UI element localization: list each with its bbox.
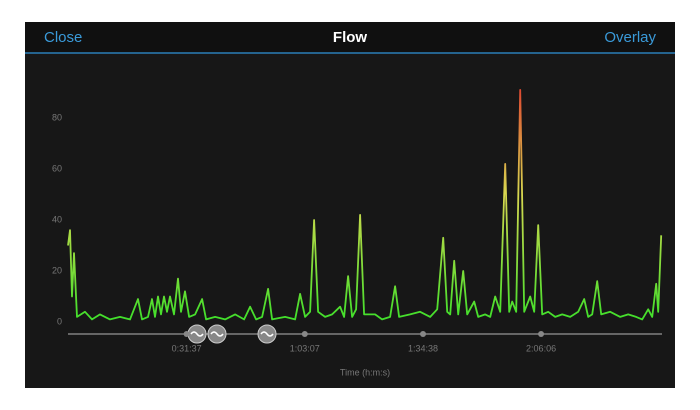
lap-button[interactable] xyxy=(207,324,227,344)
x-axis-title: Time (h:m:s) xyxy=(340,367,390,377)
x-tick-mark xyxy=(538,331,545,337)
y-tick-label: 60 xyxy=(52,163,62,173)
x-tick-mark xyxy=(183,331,190,337)
close-button[interactable]: Close xyxy=(44,29,82,46)
y-tick-label: 80 xyxy=(52,112,62,122)
y-tick-label: 40 xyxy=(52,214,62,224)
flow-line xyxy=(67,89,663,321)
x-tick-label: 1:34:38 xyxy=(408,343,438,353)
x-tick-label: 0:31:37 xyxy=(172,343,202,353)
header-bar xyxy=(25,22,675,53)
header-title: Flow xyxy=(333,29,367,46)
overlay-button[interactable]: Overlay xyxy=(604,29,656,46)
lap-button[interactable] xyxy=(257,324,277,344)
x-tick-mark xyxy=(420,331,427,337)
x-tick-mark xyxy=(301,331,308,337)
lap-button[interactable] xyxy=(187,324,207,344)
device-screen xyxy=(25,22,675,388)
y-tick-label: 20 xyxy=(52,265,62,275)
x-tick-label: 1:03:07 xyxy=(290,343,320,353)
y-tick-label: 0 xyxy=(57,316,62,326)
x-tick-label: 2:06:06 xyxy=(526,343,556,353)
